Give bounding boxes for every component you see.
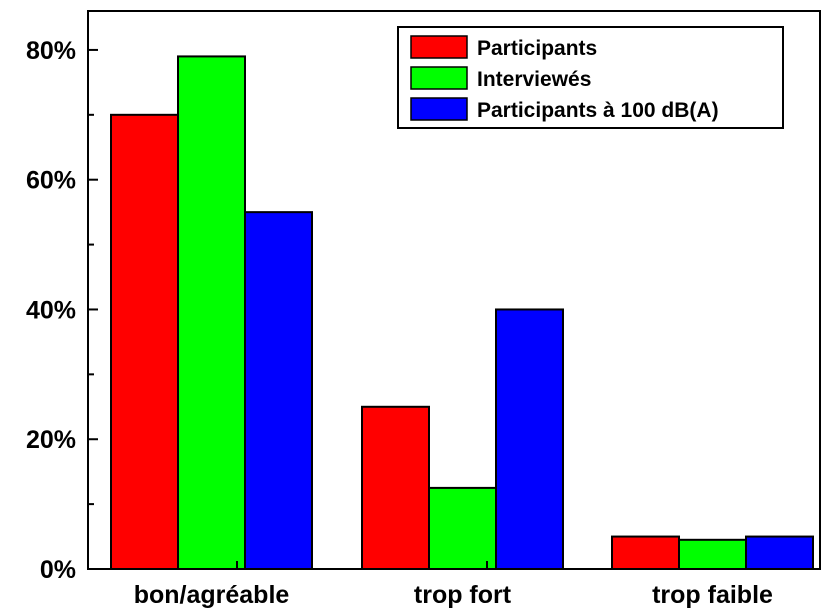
x-tick-label: trop faible — [652, 581, 773, 609]
y-tick-label: 0% — [40, 556, 76, 584]
bar — [428, 486, 497, 571]
bar — [361, 405, 430, 571]
bar — [745, 535, 814, 571]
bar — [177, 55, 246, 571]
legend: Participants Interviewés Participants à 10… — [397, 26, 784, 129]
bar — [244, 211, 313, 571]
y-tick-label: 60% — [26, 167, 76, 195]
bars-layer — [110, 55, 814, 571]
x-axis: bon/agréable trop fort trop faible — [134, 561, 773, 609]
legend-swatch — [410, 97, 468, 121]
bar — [678, 538, 747, 570]
bar — [611, 535, 680, 571]
legend-swatch — [410, 35, 468, 59]
legend-label: Interviewés — [477, 68, 591, 91]
x-tick-label: bon/agréable — [134, 581, 290, 609]
y-tick-label: 40% — [26, 296, 76, 324]
bar — [110, 113, 179, 570]
legend-label: Participants à 100 dB(A) — [477, 99, 719, 122]
x-tick-label: trop fort — [414, 581, 512, 609]
y-tick-label: 80% — [26, 37, 76, 65]
legend-swatch — [410, 66, 468, 90]
y-axis: 0% 20% 40% 60% 80% — [26, 37, 98, 584]
y-tick-label: 20% — [26, 426, 76, 454]
bar — [495, 308, 564, 570]
legend-label: Participants — [477, 37, 597, 60]
